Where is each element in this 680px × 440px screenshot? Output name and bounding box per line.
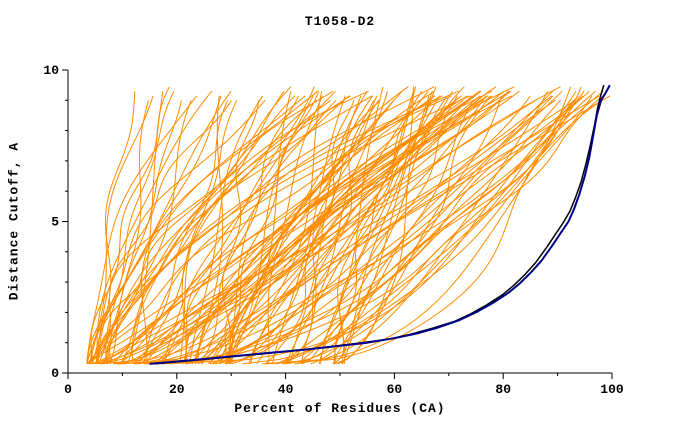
prediction-curve [230,99,464,364]
prediction-curve [219,91,320,365]
prediction-curve [86,95,198,364]
prediction-curve [88,100,182,365]
prediction-curve [170,91,323,365]
prediction-curve [105,90,175,364]
prediction-curve [207,95,324,365]
prediction-curve [209,90,520,365]
prediction-curve [106,100,149,365]
prediction-curve [113,99,395,365]
prediction-curve [98,86,497,365]
prediction-curve [194,95,600,365]
prediction-curve [90,90,318,364]
prediction-curve [332,86,414,365]
prediction-curve [210,90,590,365]
prediction-curve [301,86,384,365]
prediction-curve [200,95,300,365]
prediction-curve [86,95,435,365]
prediction-curve [91,95,296,365]
prediction-curve [99,91,433,365]
x-axis-label: Percent of Residues (CA) [234,401,446,416]
prediction-curve [133,95,441,365]
prediction-curve [115,95,459,365]
prediction-curve [86,90,232,364]
x-tick-label: 100 [600,382,624,397]
prediction-curve [96,90,213,364]
y-axis-label: Distance Cutoff, A [6,141,22,301]
chart-title: T1058-D2 [304,14,376,29]
prediction-curve [143,95,471,364]
prediction-curve [93,86,561,365]
prediction-curve [334,90,429,365]
prediction-curve [201,86,465,365]
prediction-curve [89,95,154,364]
prediction-curve [219,91,292,365]
prediction-curve [310,95,503,365]
x-tick-label: 0 [64,382,72,397]
prediction-curve [136,100,380,365]
x-tick-label: 40 [278,382,294,397]
prediction-curve [224,90,505,364]
prediction-curve [117,100,229,365]
prediction-curve [163,90,336,365]
prediction-curve [90,86,315,365]
x-tick-label: 60 [387,382,403,397]
prediction-curve [198,99,576,365]
prediction-curve [294,90,549,365]
prediction-curve [267,99,381,364]
prediction-curve [157,95,484,365]
prediction-curve [141,95,222,364]
prediction-curve [337,95,491,365]
prediction-curve [182,90,403,365]
prediction-curve [231,95,362,365]
y-tick-label: 0 [51,366,59,381]
prediction-curve [86,99,266,364]
prediction-curve [161,100,574,365]
prediction-curve [191,95,224,365]
prediction-curve [191,99,536,365]
prediction-curve [266,86,582,365]
prediction-curve [248,90,511,365]
x-tick-label: 80 [495,382,511,397]
prediction-curve [189,95,264,364]
series-highlighted-model-navy [149,84,611,365]
prediction-curve [127,91,164,365]
prediction-curve [224,90,563,365]
prediction-curve [138,95,373,365]
prediction-curve [120,90,482,365]
prediction-curve [289,90,368,364]
prediction-curve [272,95,579,365]
prediction-curve [117,86,417,365]
prediction-curve [265,100,355,365]
prediction-curve [342,100,474,365]
prediction-curve [107,95,452,364]
x-tick-label: 20 [169,382,185,397]
y-tick-label: 5 [51,215,59,230]
prediction-curve [87,95,306,364]
prediction-curve [96,99,337,364]
prediction-curve [283,86,437,365]
prediction-curve [122,86,435,365]
prediction-curve [98,100,232,365]
prediction-curve [339,90,453,364]
prediction-curve [276,95,604,365]
prediction-curve [229,95,350,364]
y-tick-label: 10 [43,63,59,78]
prediction-curve [262,86,572,365]
prediction-curve [137,100,237,365]
prediction-curve [185,99,602,365]
prediction-curve [221,100,260,365]
prediction-curve [337,95,462,364]
prediction-curve [131,95,351,364]
prediction-curve [145,90,585,365]
